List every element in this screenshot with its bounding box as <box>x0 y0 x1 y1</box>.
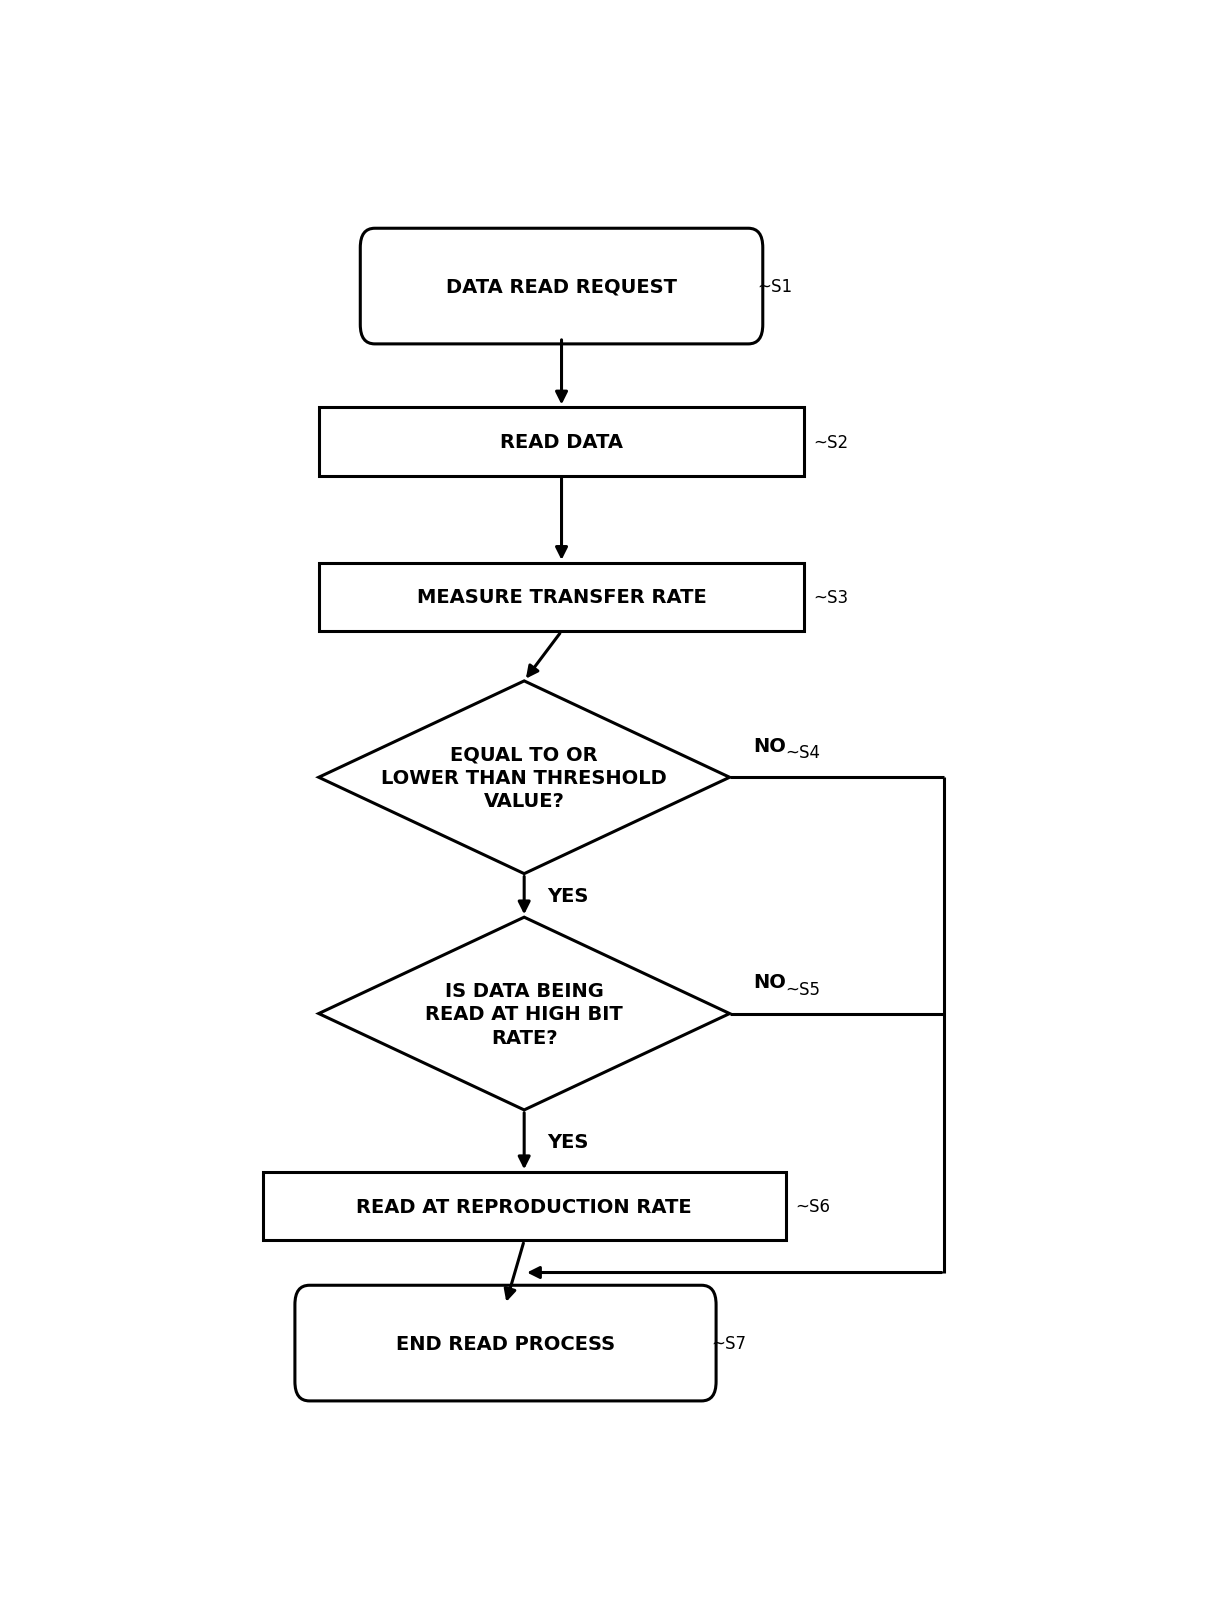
Bar <box>318 563 805 631</box>
Text: NO: NO <box>753 736 786 755</box>
Bar <box>263 1172 786 1241</box>
Text: EQUAL TO OR
LOWER THAN THRESHOLD
VALUE?: EQUAL TO OR LOWER THAN THRESHOLD VALUE? <box>381 744 668 810</box>
Polygon shape <box>318 681 729 875</box>
Text: END READ PROCESS: END READ PROCESS <box>396 1333 615 1353</box>
Text: YES: YES <box>547 1131 589 1151</box>
Text: ~S6: ~S6 <box>795 1198 830 1215</box>
Text: ~S3: ~S3 <box>813 589 848 607</box>
Text: READ DATA: READ DATA <box>500 433 623 452</box>
Text: ~S1: ~S1 <box>758 278 793 295</box>
FancyBboxPatch shape <box>360 229 763 345</box>
Text: ~S7: ~S7 <box>711 1335 746 1353</box>
Text: ~S2: ~S2 <box>813 433 848 452</box>
Text: IS DATA BEING
READ AT HIGH BIT
RATE?: IS DATA BEING READ AT HIGH BIT RATE? <box>425 981 623 1047</box>
Text: NO: NO <box>753 973 786 991</box>
Bar <box>318 408 805 476</box>
FancyBboxPatch shape <box>295 1285 716 1401</box>
Text: YES: YES <box>547 886 589 905</box>
Text: ~S4: ~S4 <box>786 744 821 762</box>
Text: DATA READ REQUEST: DATA READ REQUEST <box>446 278 677 297</box>
Text: ~S5: ~S5 <box>786 980 821 997</box>
Text: MEASURE TRANSFER RATE: MEASURE TRANSFER RATE <box>417 587 706 607</box>
Text: READ AT REPRODUCTION RATE: READ AT REPRODUCTION RATE <box>357 1198 692 1215</box>
Polygon shape <box>318 918 729 1110</box>
